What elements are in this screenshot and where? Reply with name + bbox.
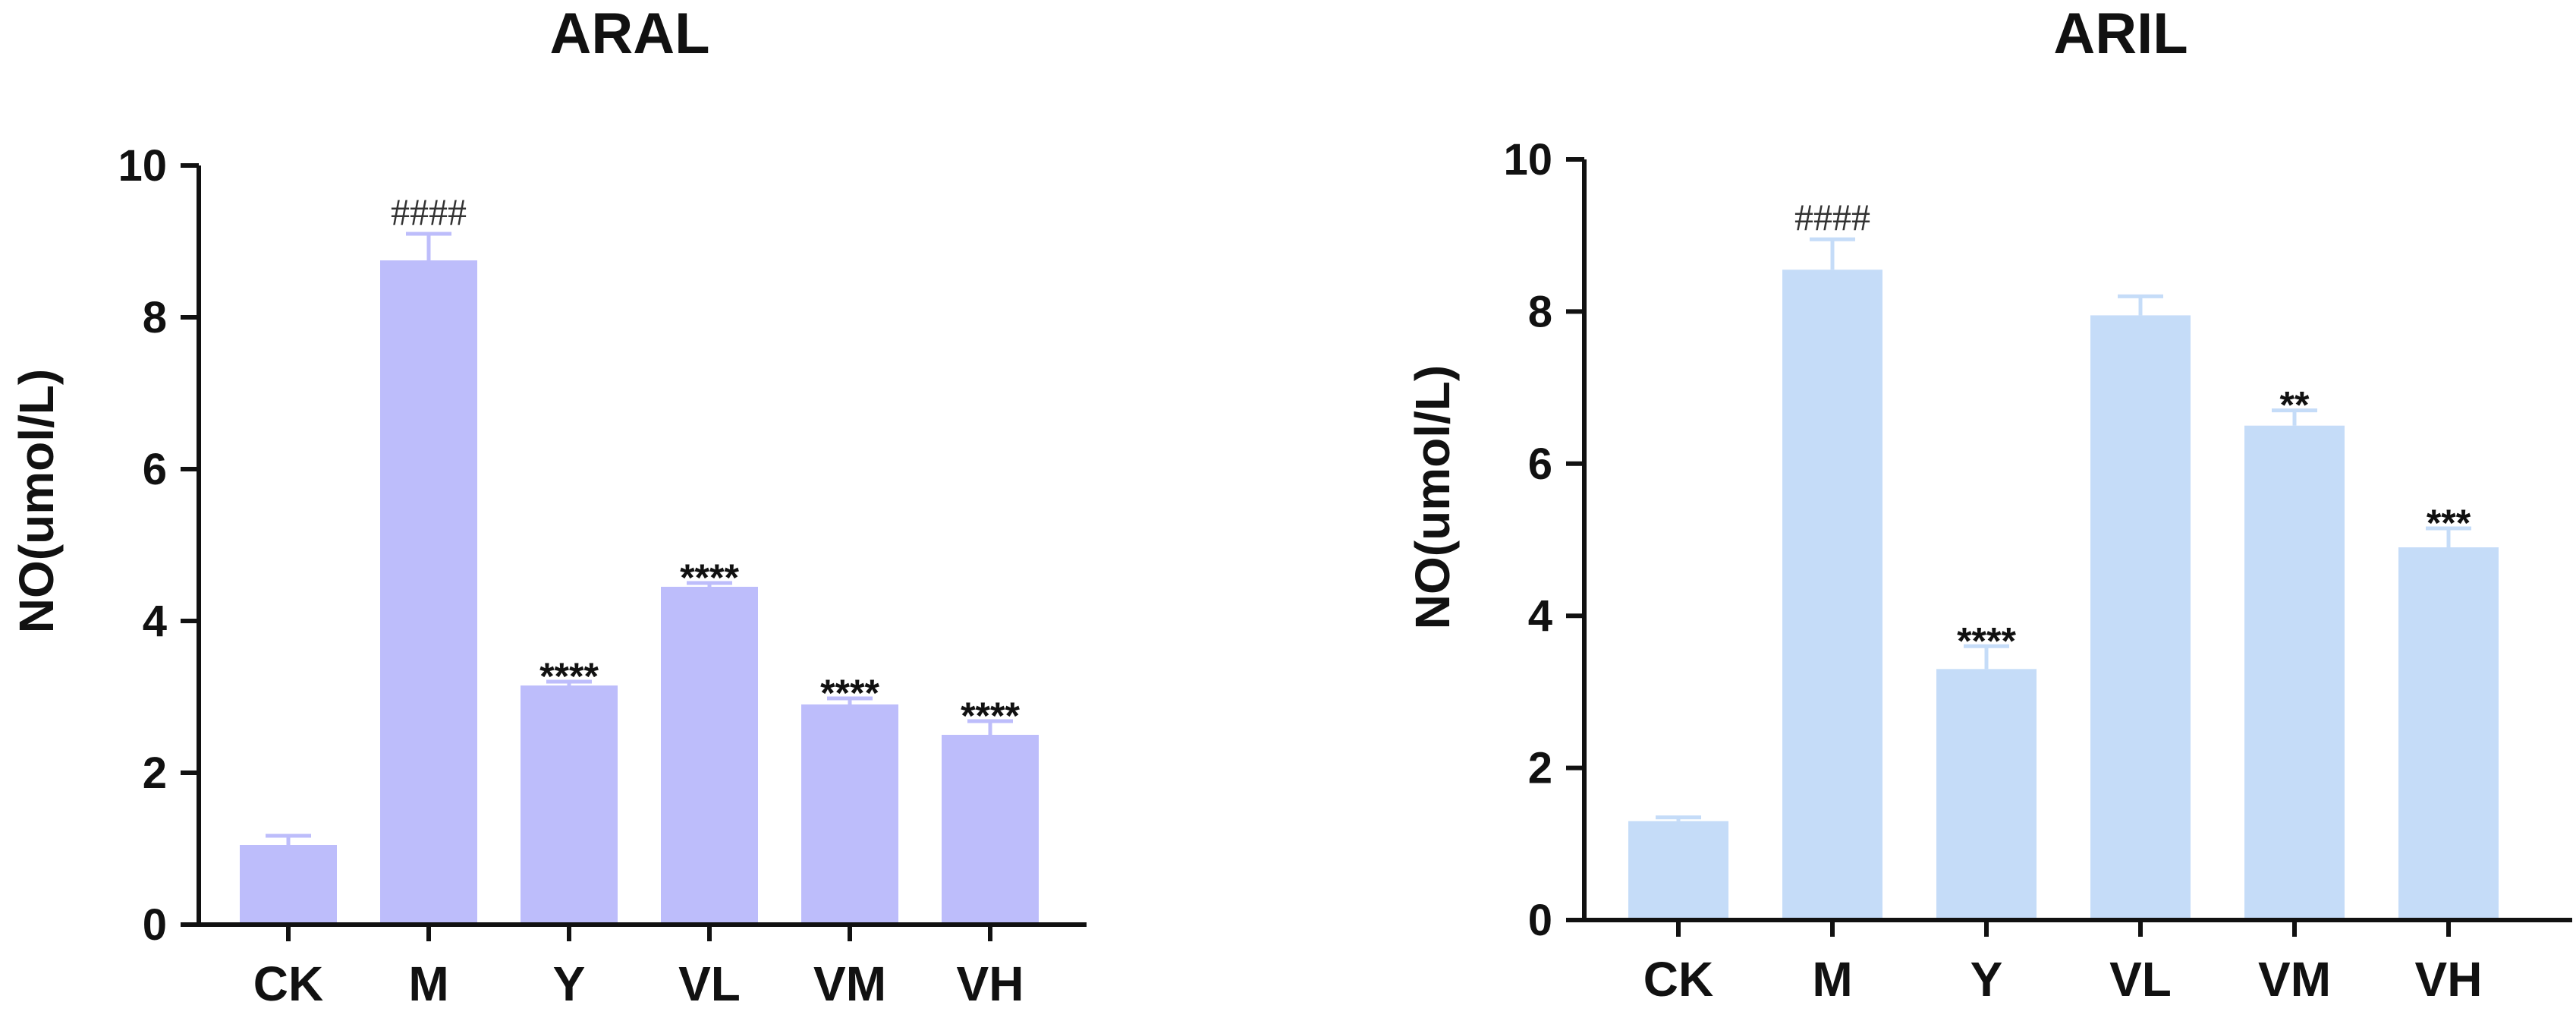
x-tick-label: VM: [2258, 952, 2331, 1007]
axes-group: [1566, 157, 2572, 937]
chart-panel-aral: ARAL NO(umol/L) CK M #### Y **** VL **** VM ****…: [9, 2, 1087, 1011]
bar-vm: [2244, 425, 2345, 920]
bars-group: [240, 260, 1039, 925]
y-tick-label: 4: [1528, 591, 1552, 641]
significance-label: ****: [820, 672, 879, 714]
y-tick-label: 0: [1528, 896, 1552, 945]
bar-vl: [661, 587, 758, 925]
y-tick-label: 8: [1528, 287, 1552, 336]
significance-label: ****: [680, 556, 739, 599]
x-tick-label: CK: [253, 956, 323, 1011]
significance-label: ****: [539, 655, 599, 698]
bar-m: [380, 260, 477, 925]
bar-vm: [801, 704, 898, 925]
bar-y: [1936, 669, 2037, 920]
axes-group: [181, 163, 1087, 941]
significance-label: ####: [391, 191, 467, 233]
labels-group: CK M #### Y **** VL VM ** VH *** 0 2 4 6 8 10: [1503, 135, 2482, 1007]
x-tick-label: VM: [813, 956, 886, 1011]
y-tick-label: 6: [143, 445, 167, 494]
x-tick-label: VL: [2109, 952, 2172, 1007]
x-tick-label: M: [1812, 952, 1852, 1007]
y-tick-label: 10: [118, 141, 167, 191]
bar-m: [1782, 269, 1882, 920]
significance-label: ****: [961, 695, 1020, 737]
bar-vh: [2398, 547, 2499, 920]
x-tick-label: VL: [678, 956, 741, 1011]
chart-title: ARAL: [549, 2, 709, 66]
bar-ck: [1628, 821, 1728, 920]
y-tick-label: 6: [1528, 440, 1552, 489]
bar-y: [521, 685, 618, 925]
y-axis-label: NO(umol/L): [1405, 365, 1460, 629]
bar-vl: [2090, 315, 2191, 920]
labels-group: CK M #### Y **** VL **** VM **** VH **** 0 2 4 6 8 10: [118, 141, 1024, 1011]
bars-group: [1628, 269, 2499, 920]
significance-label: **: [2280, 384, 2310, 427]
chart-panel-aril: ARIL NO(umol/L) CK M #### Y **** VL VM ** VH *** 0…: [1405, 2, 2572, 1007]
significance-label: ####: [1794, 196, 1870, 238]
y-tick-label: 10: [1503, 135, 1552, 184]
chart-title: ARIL: [2053, 2, 2188, 66]
y-tick-label: 8: [143, 293, 167, 342]
x-tick-label: VH: [957, 956, 1024, 1011]
y-tick-label: 2: [1528, 744, 1552, 793]
x-tick-label: VH: [2415, 952, 2483, 1007]
bar-vh: [942, 735, 1039, 925]
significance-label: ****: [1957, 619, 2016, 662]
significance-label: ***: [2427, 502, 2471, 544]
error-bars-group: [1656, 237, 2471, 821]
x-tick-label: Y: [1971, 952, 2003, 1007]
x-tick-label: M: [408, 956, 448, 1011]
bar-ck: [240, 845, 337, 925]
y-tick-label: 0: [143, 900, 167, 950]
y-tick-label: 2: [143, 748, 167, 798]
y-axis-label: NO(umol/L): [9, 369, 64, 633]
x-tick-label: Y: [553, 956, 586, 1011]
x-tick-label: CK: [1643, 952, 1713, 1007]
y-tick-label: 4: [143, 597, 167, 646]
error-bars-group: [266, 232, 1013, 845]
